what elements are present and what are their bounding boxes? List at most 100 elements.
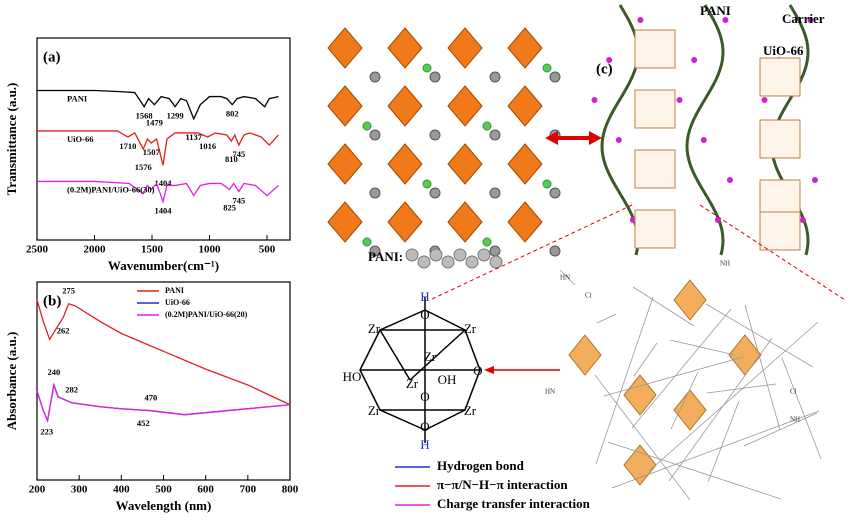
carrier bbox=[726, 177, 733, 183]
double-arrow bbox=[545, 131, 602, 145]
y-axis-label: Absorbance (a.u.) bbox=[4, 332, 19, 431]
peak-label: 1137 bbox=[185, 132, 202, 142]
cluster-label: OH bbox=[438, 372, 457, 387]
helix bbox=[685, 4, 725, 256]
peak-label: 1576 bbox=[135, 162, 152, 172]
octahedron bbox=[327, 27, 363, 69]
x-tick-label: 500 bbox=[155, 484, 172, 496]
octahedron bbox=[623, 374, 657, 416]
series-line bbox=[37, 130, 279, 166]
linker bbox=[668, 337, 773, 482]
octahedron bbox=[387, 85, 423, 127]
atom bbox=[549, 71, 561, 83]
octahedron bbox=[447, 143, 483, 185]
linker bbox=[594, 374, 691, 501]
series-line bbox=[36, 382, 291, 423]
cluster-label: H bbox=[420, 289, 429, 304]
structure-label: HN bbox=[545, 388, 555, 396]
carrier bbox=[606, 57, 613, 63]
atom bbox=[429, 71, 441, 83]
carrier bbox=[591, 97, 598, 103]
peak-label: 802 bbox=[226, 109, 239, 119]
linker bbox=[633, 342, 658, 377]
atom bbox=[362, 121, 372, 131]
carrier-label: UiO-66 bbox=[763, 43, 804, 58]
uio-cell bbox=[634, 29, 676, 69]
carrier-label: Carrier bbox=[782, 11, 825, 26]
carrier-label: PANI bbox=[700, 3, 731, 18]
x-tick-label: 700 bbox=[240, 484, 257, 496]
peak-label: 282 bbox=[65, 385, 78, 395]
octahedron bbox=[507, 85, 543, 127]
cluster-label: O bbox=[473, 363, 482, 378]
peak-label: 1710 bbox=[119, 141, 136, 151]
x-tick-label: 400 bbox=[113, 484, 130, 496]
x-tick-label: 1500 bbox=[141, 244, 164, 256]
diagram-legend: Hydrogen bond π−π/N−H−π interaction Charge… bbox=[395, 458, 591, 511]
octahedron bbox=[327, 143, 363, 185]
carrier bbox=[714, 217, 721, 223]
plot-frame bbox=[36, 281, 291, 481]
peak-label: 1568 bbox=[136, 111, 153, 121]
atom bbox=[489, 129, 501, 141]
cluster-label: O bbox=[420, 389, 429, 404]
cluster-label: Zr bbox=[368, 403, 381, 418]
mof-label: PANI: bbox=[368, 249, 403, 264]
atom bbox=[489, 71, 501, 83]
cluster-label: HO bbox=[343, 369, 362, 384]
carrier bbox=[799, 217, 806, 223]
peak-label: 1016 bbox=[199, 141, 216, 151]
series-name: PANI bbox=[67, 93, 88, 103]
pani-bead bbox=[417, 255, 431, 269]
panel-label: (a) bbox=[43, 49, 61, 65]
octahedron bbox=[673, 389, 707, 431]
carrier bbox=[629, 217, 636, 223]
octahedron bbox=[327, 85, 363, 127]
linker bbox=[705, 303, 814, 368]
cluster-label: Zr bbox=[424, 349, 437, 364]
octahedron bbox=[507, 143, 543, 185]
octahedron bbox=[387, 143, 423, 185]
atom bbox=[542, 63, 552, 73]
uio-cell bbox=[634, 149, 676, 189]
peak-label: 745 bbox=[232, 195, 245, 205]
linker bbox=[706, 383, 777, 394]
octahedron bbox=[507, 27, 543, 69]
linker bbox=[669, 339, 736, 356]
carrier bbox=[761, 97, 768, 103]
linker bbox=[559, 269, 576, 286]
linker bbox=[707, 400, 740, 483]
peak-label: 1507 bbox=[143, 147, 161, 157]
atom bbox=[369, 245, 381, 257]
x-tick-label: 2500 bbox=[26, 244, 49, 256]
carrier bbox=[615, 137, 622, 143]
series-name: (0.2M)PANI/UiO-66(30) bbox=[67, 184, 155, 194]
linker bbox=[595, 296, 654, 465]
atom bbox=[482, 121, 492, 131]
x-tick-label: 800 bbox=[282, 484, 299, 496]
legend-label: (0.2M)PANI/UiO-66(20) bbox=[165, 310, 248, 319]
legend-label: PANI bbox=[165, 286, 184, 295]
linker bbox=[744, 304, 781, 431]
cluster-label: H bbox=[420, 437, 429, 452]
legend-label: Hydrogen bond bbox=[437, 458, 525, 473]
cluster-label: Zr bbox=[464, 403, 477, 418]
carrier bbox=[676, 97, 683, 103]
cluster-label: Zr bbox=[368, 321, 381, 336]
y-axis-label: Transmittance (a.u.) bbox=[4, 83, 19, 196]
atom bbox=[362, 237, 372, 247]
linker bbox=[632, 286, 695, 327]
uio-cell bbox=[759, 119, 801, 159]
peak-label: 1404 bbox=[155, 178, 173, 188]
panel-label: (c) bbox=[596, 61, 613, 77]
zoom-line bbox=[429, 204, 633, 301]
pani-bead bbox=[441, 255, 455, 269]
linker bbox=[603, 356, 744, 397]
x-axis-label: Wavelength (nm) bbox=[116, 498, 212, 513]
uio-cell bbox=[759, 211, 801, 251]
octahedron bbox=[507, 201, 543, 243]
panel-label: (b) bbox=[43, 293, 61, 309]
peak-label: 262 bbox=[57, 326, 70, 336]
carrier bbox=[637, 17, 644, 23]
